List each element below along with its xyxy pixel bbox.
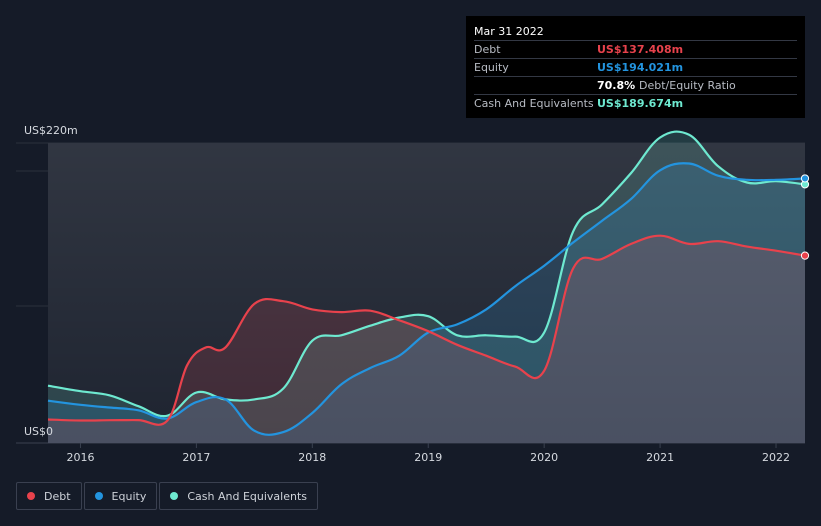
legend-debt-label: Debt [44,489,71,503]
tooltip-row-debt: Debt US$137.408m [474,40,797,58]
tooltip-cash-value: US$189.674m [597,97,684,110]
tooltip-date: Mar 31 2022 [474,25,544,38]
tooltip-equity-label: Equity [474,61,509,74]
tooltip-equity-value: US$194.021m [597,61,684,74]
tooltip-cash-label: Cash And Equivalents [474,97,594,110]
x-tick-label: 2020 [530,451,558,464]
tooltip-ratio-label: Debt/Equity Ratio [639,79,736,92]
legend-equity-dot [94,492,103,500]
debt-line [47,234,806,426]
tooltip-row-cash: Cash And Equivalents US$189.674m [474,94,797,112]
legend-item-cash[interactable]: Cash And Equivalents [159,482,318,510]
x-tick-label: 2018 [298,451,326,464]
equity-end-marker [800,174,810,183]
end-markers [800,174,810,260]
tooltip-debt-value: US$137.408m [597,43,684,56]
legend-equity-label: Equity [111,489,147,503]
chart-areas [48,131,805,444]
tooltip-ratio: 70.8% Debt/Equity Ratio [597,77,736,94]
legend-item-debt[interactable]: Debt [16,482,82,510]
x-tick-label: 2016 [66,451,94,464]
area-sheen [48,143,805,443]
x-tick-label: 2019 [414,451,442,464]
legend-debt-dot [27,492,35,500]
legend-item-equity[interactable]: Equity [83,482,158,510]
tooltip-row-ratio: 70.8% Debt/Equity Ratio [474,76,797,94]
x-tick-label: 2017 [182,451,210,464]
x-tick-label: 2021 [646,451,674,464]
chart-legend: Debt Equity Cash And Equivalents [16,482,320,510]
tooltip-debt-label: Debt [474,43,501,56]
axis-labels: US$220m US$0 2016 2017 2018 2019 2020 2021 2022 [24,124,790,464]
equity-line [47,162,806,436]
cash-line [47,130,806,418]
tooltip-panel: Mar 31 2022 Debt US$137.408m Equity US$1… [466,16,805,118]
history-chart: US$220m US$0 2016 2017 2018 2019 2020 2021 2022 [16,124,810,464]
tooltip-row-equity: Equity US$194.021m [474,58,797,76]
y-axis-min-label: US$0 [24,425,53,438]
chart-lines [47,130,806,436]
y-axis-max-label: US$220m [24,124,78,137]
x-tick-label: 2022 [762,451,790,464]
legend-cash-dot [170,492,179,500]
tooltip-ratio-value: 70.8% [597,79,636,92]
debt-end-marker [800,251,810,260]
legend-cash-label: Cash And Equivalents [187,489,307,503]
